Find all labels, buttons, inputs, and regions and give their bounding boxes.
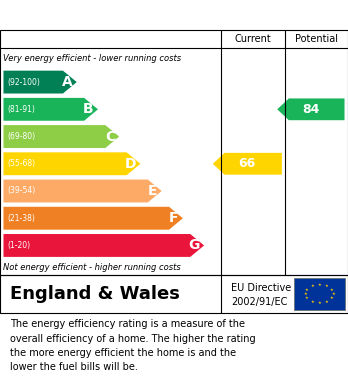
Polygon shape bbox=[3, 71, 77, 93]
Text: Very energy efficient - lower running costs: Very energy efficient - lower running co… bbox=[3, 54, 182, 63]
Text: EU Directive: EU Directive bbox=[231, 283, 292, 293]
Bar bbox=[294, 278, 345, 310]
Polygon shape bbox=[3, 179, 161, 203]
Text: ★: ★ bbox=[305, 296, 309, 300]
Text: C: C bbox=[105, 129, 115, 143]
Text: ★: ★ bbox=[324, 284, 328, 288]
Text: ★: ★ bbox=[303, 292, 307, 296]
Text: D: D bbox=[125, 157, 136, 171]
Text: E: E bbox=[148, 184, 157, 198]
Text: ★: ★ bbox=[305, 287, 309, 292]
Text: The energy efficiency rating is a measure of the
overall efficiency of a home. T: The energy efficiency rating is a measur… bbox=[10, 319, 256, 373]
Text: England & Wales: England & Wales bbox=[10, 285, 180, 303]
Polygon shape bbox=[3, 125, 119, 148]
Text: B: B bbox=[83, 102, 94, 116]
Text: ★: ★ bbox=[324, 300, 328, 304]
Polygon shape bbox=[277, 99, 345, 120]
Text: ★: ★ bbox=[330, 287, 333, 292]
Text: 84: 84 bbox=[302, 103, 319, 116]
Text: ★: ★ bbox=[317, 283, 321, 287]
Text: (92-100): (92-100) bbox=[8, 77, 40, 86]
Polygon shape bbox=[213, 153, 282, 175]
Text: Not energy efficient - higher running costs: Not energy efficient - higher running co… bbox=[3, 262, 181, 271]
Text: (21-38): (21-38) bbox=[8, 214, 35, 223]
Text: (69-80): (69-80) bbox=[8, 132, 36, 141]
Polygon shape bbox=[3, 207, 183, 230]
Text: (55-68): (55-68) bbox=[8, 159, 36, 168]
Polygon shape bbox=[3, 234, 204, 257]
Text: (1-20): (1-20) bbox=[8, 241, 31, 250]
Polygon shape bbox=[3, 152, 140, 175]
Text: A: A bbox=[62, 75, 72, 89]
Text: Energy Efficiency Rating: Energy Efficiency Rating bbox=[10, 7, 220, 23]
Text: Current: Current bbox=[235, 34, 271, 44]
Text: Potential: Potential bbox=[295, 34, 338, 44]
Text: (39-54): (39-54) bbox=[8, 187, 36, 196]
Polygon shape bbox=[3, 98, 98, 121]
Text: G: G bbox=[189, 239, 200, 253]
Text: 2002/91/EC: 2002/91/EC bbox=[231, 297, 288, 307]
Text: ★: ★ bbox=[310, 284, 314, 288]
Text: ★: ★ bbox=[330, 296, 333, 300]
Text: F: F bbox=[169, 211, 179, 225]
Text: ★: ★ bbox=[332, 292, 335, 296]
Text: ★: ★ bbox=[310, 300, 314, 304]
Text: ★: ★ bbox=[317, 301, 321, 305]
Text: (81-91): (81-91) bbox=[8, 105, 35, 114]
Text: 66: 66 bbox=[239, 157, 256, 170]
